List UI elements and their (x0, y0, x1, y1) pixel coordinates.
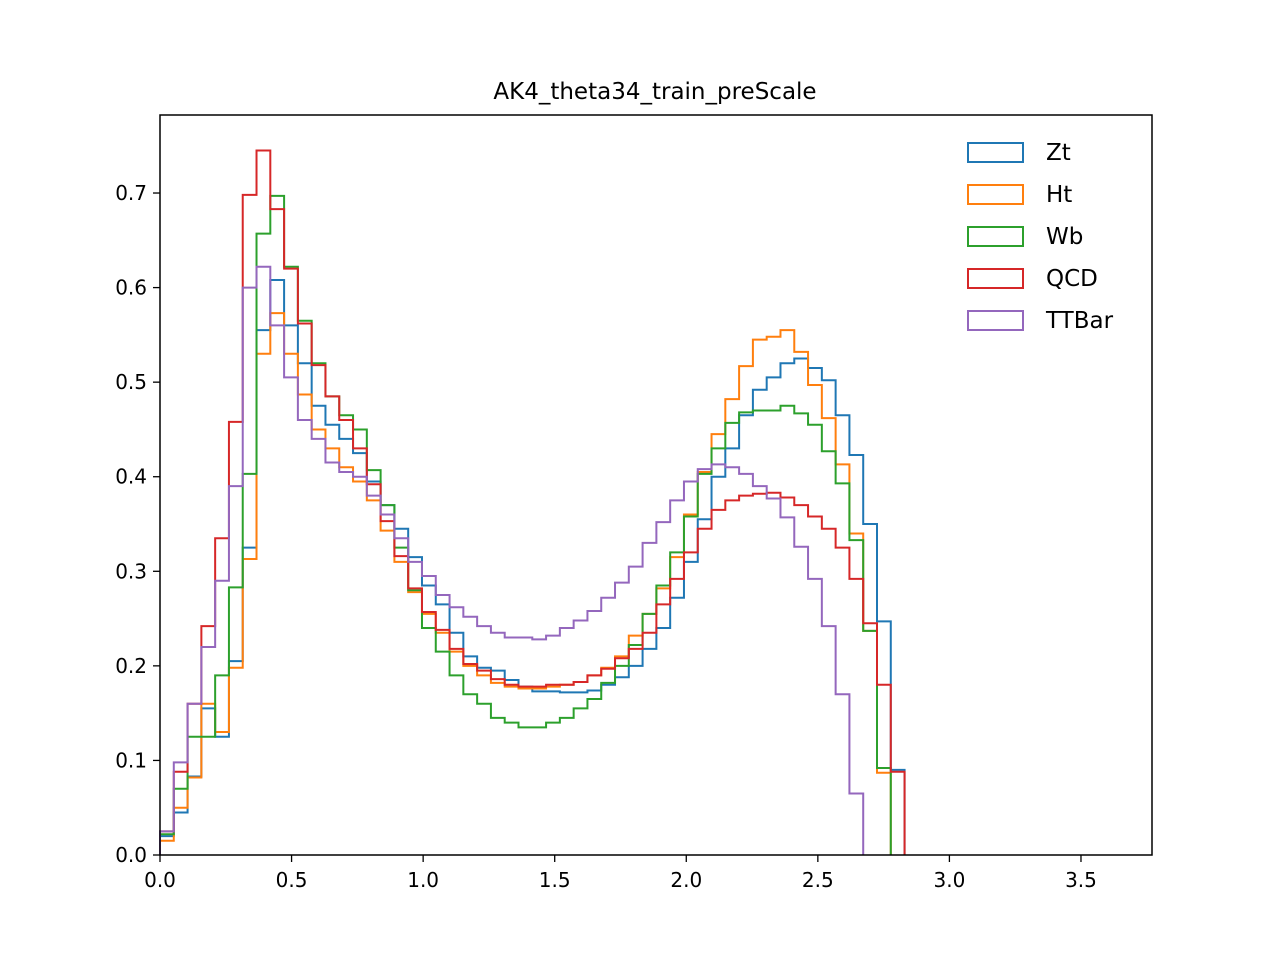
legend-swatch-ttbar (967, 310, 1024, 331)
y-tick-label: 0.4 (115, 465, 147, 489)
plot-frame (159, 114, 1153, 856)
x-tick-label: 3.0 (934, 868, 966, 892)
legend: Zt Ht Wb QCD TTBar (967, 140, 1114, 334)
legend-swatch-wb (967, 226, 1024, 247)
legend-label-qcd: QCD (1046, 266, 1098, 292)
legend-label-ht: Ht (1046, 182, 1072, 208)
series-qcd-step-line (159, 149, 906, 855)
legend-swatch-zt (967, 142, 1024, 163)
y-tick-label: 0.6 (115, 276, 147, 300)
series-ht-step-line (159, 312, 892, 855)
x-tick-label: 1.5 (539, 868, 571, 892)
legend-label-wb: Wb (1046, 224, 1083, 250)
chart-title: AK4_theta34_train_preScale (493, 79, 816, 105)
legend-label-zt: Zt (1046, 140, 1071, 166)
y-tick-label: 0.5 (115, 370, 147, 394)
x-axis: 0.0 0.5 1.0 1.5 2.0 2.5 3.0 3.5 (144, 855, 1097, 892)
y-axis: 0.0 0.1 0.2 0.3 0.4 0.5 0.6 0.7 (115, 181, 160, 867)
x-tick-label: 3.5 (1065, 868, 1097, 892)
x-tick-label: 2.5 (802, 868, 834, 892)
y-tick-label: 0.7 (115, 181, 147, 205)
y-tick-label: 0.0 (115, 843, 147, 867)
x-tick-label: 0.5 (276, 868, 308, 892)
x-tick-label: 0.0 (144, 868, 176, 892)
y-tick-label: 0.3 (115, 559, 147, 583)
series-ttbar-step-line (159, 265, 865, 855)
y-tick-label: 0.2 (115, 654, 147, 678)
x-tick-label: 2.0 (670, 868, 702, 892)
x-tick-label: 1.0 (407, 868, 439, 892)
series-layer (159, 149, 906, 855)
legend-swatch-qcd (967, 268, 1024, 289)
legend-label-ttbar: TTBar (1045, 308, 1114, 334)
legend-swatch-ht (967, 184, 1024, 205)
y-tick-label: 0.1 (115, 748, 147, 772)
